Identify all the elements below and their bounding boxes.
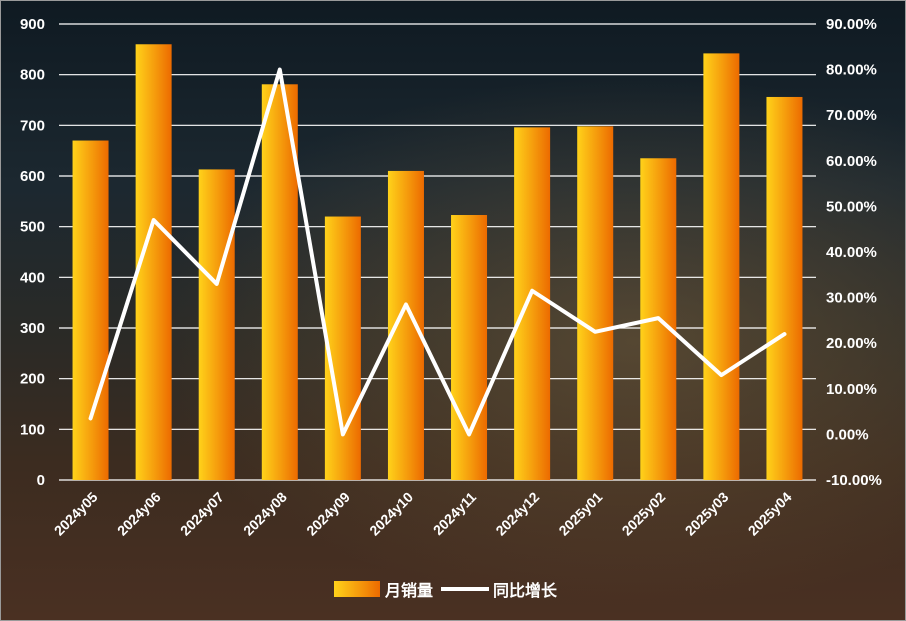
y-axis-right: -10.00% 0.00% 10.00% 20.00% 30.00% 40.00% 50.0… (826, 16, 882, 489)
y-left-tick-label: 300 (20, 320, 45, 337)
y-left-tick-label: 800 (20, 67, 45, 84)
x-tick-label: 2024y12 (492, 489, 542, 539)
y-right-tick-label: 10.00% (826, 381, 877, 398)
y-right-tick-label: 80.00% (826, 62, 877, 79)
x-tick-label: 2024y07 (177, 489, 227, 539)
bar (324, 216, 361, 481)
x-tick-label: 2024y10 (366, 489, 416, 539)
y-left-tick-label: 900 (20, 16, 45, 33)
bar (703, 53, 740, 481)
y-right-tick-label: 40.00% (826, 244, 877, 261)
x-tick-label: 2024y09 (303, 489, 353, 539)
y-left-tick-label: 200 (20, 371, 45, 388)
y-right-tick-label: 70.00% (826, 107, 877, 124)
x-axis: 2024y05 2024y06 2024y07 2024y08 2024y09 2024y… (51, 489, 795, 539)
y-right-tick-label: 20.00% (826, 335, 877, 352)
y-right-tick-label: 30.00% (826, 290, 877, 307)
x-tick-label: 2025y03 (682, 489, 732, 539)
line-point (530, 289, 534, 293)
line-point (656, 316, 660, 320)
bar (198, 169, 235, 480)
x-tick-label: 2024y05 (51, 489, 101, 539)
line-point (89, 416, 93, 420)
y-right-tick-label: 90.00% (826, 16, 877, 33)
x-tick-label: 2024y11 (430, 489, 479, 538)
line-point (467, 432, 471, 436)
yoy-growth-line (88, 67, 787, 437)
bar (451, 215, 488, 480)
y-right-tick-label: 60.00% (826, 153, 877, 170)
bar (577, 126, 614, 480)
bar (72, 140, 109, 481)
legend: 月销量 同比增长 (334, 581, 558, 600)
y-left-tick-label: 0 (37, 472, 45, 489)
line-point (404, 302, 408, 306)
line-point (152, 218, 156, 222)
y-left-tick-label: 400 (20, 269, 45, 286)
line-series (88, 67, 787, 437)
line-point (278, 68, 282, 72)
y-right-tick-label: 50.00% (826, 198, 877, 215)
y-left-tick-label: 500 (20, 219, 45, 236)
x-tick-label: 2024y08 (240, 489, 290, 539)
y-left-tick-label: 100 (20, 421, 45, 438)
line-point (719, 373, 723, 377)
line-point (215, 282, 219, 286)
x-tick-label: 2025y04 (745, 489, 795, 539)
bar (514, 127, 551, 481)
y-left-tick-label: 700 (20, 117, 45, 134)
y-left-tick-label: 600 (20, 168, 45, 185)
x-tick-label: 2025y01 (555, 489, 605, 539)
legend-bar-swatch (334, 581, 380, 597)
grid-lines (59, 23, 816, 481)
bar (387, 170, 424, 480)
x-tick-label: 2024y06 (114, 489, 164, 539)
bar (766, 96, 803, 481)
y-right-tick-label: -10.00% (826, 472, 882, 489)
line-point (782, 332, 786, 336)
x-tick-label: 2025y02 (619, 489, 669, 539)
line-point (593, 330, 597, 334)
y-right-tick-label: 0.00% (826, 426, 869, 443)
legend-line-label: 同比增长 (493, 581, 558, 600)
legend-bar-label: 月销量 (384, 581, 433, 600)
bar-series (72, 44, 803, 481)
y-axis-left: 0 100 200 300 400 500 600 700 800 900 (20, 16, 45, 489)
line-point (341, 432, 345, 436)
